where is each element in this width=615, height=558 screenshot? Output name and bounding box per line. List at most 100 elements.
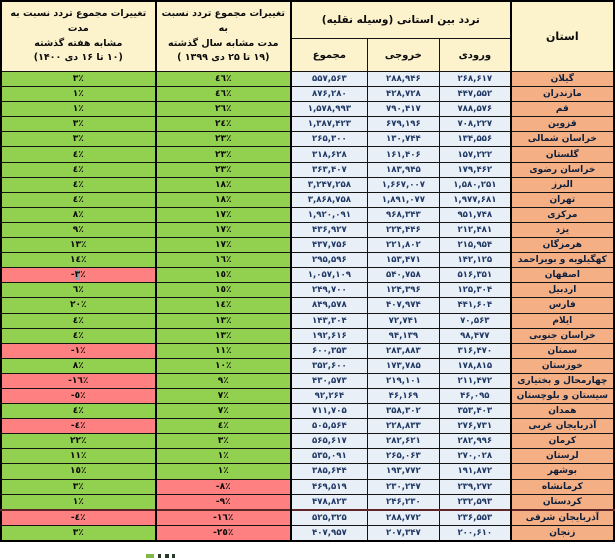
province-cell[interactable]: زنجان [509, 524, 615, 542]
total-cell[interactable]: ۱۴۳,۳۰۴ [289, 312, 368, 329]
total-cell[interactable]: ۵۵۷,۵۶۳ [289, 70, 368, 88]
outgoing-cell[interactable]: ۷۹۰,۴۱۷ [366, 101, 440, 118]
header-province[interactable]: استان [509, 0, 615, 72]
incoming-cell[interactable]: ۷۰,۵۶۳ [438, 312, 512, 329]
total-cell[interactable]: ۵۳۵,۰۹۱ [289, 448, 368, 465]
header-total[interactable]: مجموع [289, 38, 368, 72]
outgoing-cell[interactable]: ۲۲۱,۸۰۲ [366, 237, 440, 254]
week-change-cell[interactable]: ٣٪ [0, 116, 157, 133]
incoming-cell[interactable]: ۷۰۸,۲۲۷ [438, 116, 512, 133]
week-change-cell[interactable]: ٨٪ [0, 357, 157, 374]
province-cell[interactable]: یزد [509, 221, 615, 239]
incoming-cell[interactable]: ۲۱۵,۹۵۴ [438, 237, 512, 254]
total-cell[interactable]: ۳۱۸,۶۲۸ [289, 146, 368, 163]
province-cell[interactable]: قزوین [509, 116, 615, 133]
week-change-cell[interactable]: ١١٪ [0, 448, 157, 465]
year-change-cell[interactable]: ١٧٪ [154, 221, 292, 239]
year-change-cell[interactable]: ١١٪ [154, 342, 292, 359]
week-change-cell[interactable]: -٥٪ [0, 387, 157, 405]
total-cell[interactable]: ۱,۹۲۰,۰۹۱ [289, 206, 368, 223]
outgoing-cell[interactable]: ۹۶۸,۳۴۳ [366, 206, 440, 223]
outgoing-cell[interactable]: ۱۸۳,۹۴۵ [366, 161, 440, 178]
total-cell[interactable]: ۴۳۰,۵۷۳ [289, 372, 368, 389]
week-change-cell[interactable]: ٣٪ [0, 131, 157, 148]
incoming-cell[interactable]: ۲۶۸,۶۱۷ [438, 70, 512, 88]
year-change-cell[interactable]: ٣٪ [154, 433, 292, 450]
outgoing-cell[interactable]: ۲۳۰,۲۴۷ [366, 478, 440, 495]
incoming-cell[interactable]: ۲۳۶,۵۵۳ [438, 508, 512, 526]
outgoing-cell[interactable]: ۳۵۸,۳۰۲ [366, 403, 440, 420]
province-cell[interactable]: خراسان جنوبی [509, 327, 615, 344]
year-change-cell[interactable]: ١٥٪ [154, 282, 292, 299]
total-cell[interactable]: ۳۶۳,۴۰۷ [289, 161, 368, 178]
year-change-cell[interactable]: ١٨٪ [154, 176, 292, 193]
outgoing-cell[interactable]: ۵۴۰,۷۵۸ [366, 267, 440, 284]
outgoing-cell[interactable]: ۶۷۹,۱۹۶ [366, 116, 440, 133]
total-cell[interactable]: ۴۳۶,۹۲۷ [289, 221, 368, 239]
week-change-cell[interactable]: -١٦٪ [0, 372, 157, 389]
week-change-cell[interactable]: ١٪ [0, 101, 157, 118]
province-cell[interactable]: مازندران [509, 86, 615, 103]
year-change-cell[interactable]: ٢٣٪ [154, 161, 292, 178]
outgoing-cell[interactable]: ۱۷۳,۷۸۵ [366, 357, 440, 374]
outgoing-cell[interactable]: ۴۰۷,۹۷۴ [366, 297, 440, 314]
year-change-cell[interactable]: ٤٪ [154, 418, 292, 435]
outgoing-cell[interactable]: ۴۲۸,۷۲۸ [366, 86, 440, 103]
year-change-cell[interactable]: ٢٤٪ [154, 116, 292, 133]
incoming-cell[interactable]: ۱۹۱,۸۷۲ [438, 463, 512, 480]
outgoing-cell[interactable]: ۱۲۴,۳۹۶ [366, 282, 440, 299]
total-cell[interactable]: ۵۰۵,۵۶۴ [289, 418, 368, 435]
province-cell[interactable]: قم [509, 101, 615, 118]
outgoing-cell[interactable]: ۱۳۰,۷۴۴ [366, 131, 440, 148]
week-change-cell[interactable]: ٢٢٪ [0, 433, 157, 450]
province-cell[interactable]: فارس [509, 297, 615, 314]
total-cell[interactable]: ۴۳۷,۷۵۶ [289, 237, 368, 254]
outgoing-cell[interactable]: ۱۶۱,۴۰۶ [366, 146, 440, 163]
week-change-cell[interactable]: ٤٪ [0, 312, 157, 329]
province-cell[interactable]: گیلان [509, 70, 615, 88]
total-cell[interactable]: ۲۶۵,۳۰۰ [289, 131, 368, 148]
incoming-cell[interactable]: ۲۸۲,۹۹۶ [438, 433, 512, 450]
province-cell[interactable]: ایلام [509, 312, 615, 329]
incoming-cell[interactable]: ۵۱۶,۳۵۱ [438, 267, 512, 284]
province-cell[interactable]: سیستان و بلوچستان [509, 387, 615, 405]
week-change-cell[interactable]: -٣٪ [0, 267, 157, 284]
year-change-cell[interactable]: ١٪ [154, 463, 292, 480]
total-cell[interactable]: ۸۴۹,۵۷۸ [289, 297, 368, 314]
province-cell[interactable]: بوشهر [509, 463, 615, 480]
incoming-cell[interactable]: ۳۵۳,۴۰۳ [438, 403, 512, 420]
year-change-cell[interactable]: ١٧٪ [154, 237, 292, 254]
incoming-cell[interactable]: ۴۶,۰۹۵ [438, 387, 512, 405]
year-change-cell[interactable]: ١٥٪ [154, 267, 292, 284]
week-change-cell[interactable]: ٣٪ [0, 524, 157, 542]
total-cell[interactable]: ۱,۳۸۷,۴۲۳ [289, 116, 368, 133]
week-change-cell[interactable]: ٤٪ [0, 327, 157, 344]
outgoing-cell[interactable]: ۲۲۴,۴۴۶ [366, 221, 440, 239]
outgoing-cell[interactable]: ۱,۶۶۷,۰۰۷ [366, 176, 440, 193]
incoming-cell[interactable]: ۱۷۸,۸۱۵ [438, 357, 512, 374]
total-cell[interactable]: ۱,۵۷۸,۹۹۳ [289, 101, 368, 118]
total-cell[interactable]: ۹۲,۲۶۴ [289, 387, 368, 405]
week-change-cell[interactable]: ١٥٪ [0, 463, 157, 480]
outgoing-cell[interactable]: ۲۴۶,۲۳۰ [366, 493, 440, 511]
province-cell[interactable]: سمنان [509, 342, 615, 359]
week-change-cell[interactable]: ٤٪ [0, 161, 157, 178]
total-cell[interactable]: ۲۹۵,۵۹۶ [289, 252, 368, 269]
year-change-cell[interactable]: ٢٣٪ [154, 131, 292, 148]
incoming-cell[interactable]: ۲۷۰,۰۲۸ [438, 448, 512, 465]
outgoing-cell[interactable]: ۲۸۲,۶۲۱ [366, 433, 440, 450]
year-change-cell[interactable]: ١٦٪ [154, 252, 292, 269]
total-cell[interactable]: ۵۶۵,۶۱۷ [289, 433, 368, 450]
province-cell[interactable]: خراسان شمالی [509, 131, 615, 148]
incoming-cell[interactable]: ۱۴۲,۱۲۵ [438, 252, 512, 269]
week-change-cell[interactable]: ٦٪ [0, 282, 157, 299]
province-cell[interactable]: آذربایجان شرقی [509, 508, 615, 526]
province-cell[interactable]: اردبیل [509, 282, 615, 299]
incoming-cell[interactable]: ۱۳۴,۵۵۶ [438, 131, 512, 148]
province-cell[interactable]: البرز [509, 176, 615, 193]
province-cell[interactable]: کهگیلویه و بویراحمد [509, 252, 615, 269]
province-cell[interactable]: آذربایجان غربی [509, 418, 615, 435]
province-cell[interactable]: هرمزگان [509, 237, 615, 254]
year-change-cell[interactable]: -١٦٪ [154, 508, 292, 526]
year-change-cell[interactable]: ٤٦٪ [154, 86, 292, 103]
